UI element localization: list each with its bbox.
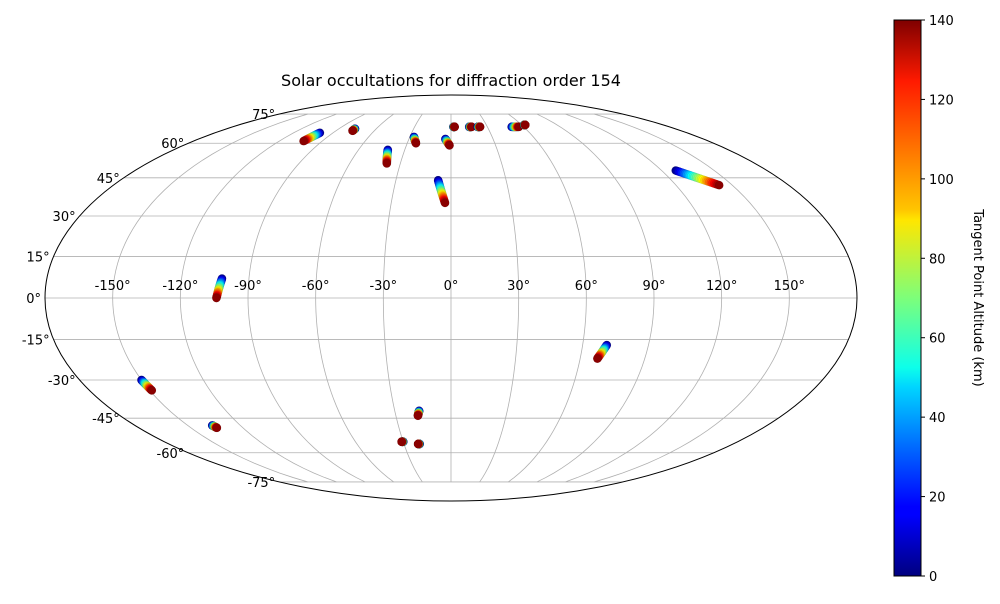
occultation-point — [440, 198, 450, 208]
lat-tick-label: -30° — [48, 374, 76, 389]
lat-tick-label: -75° — [247, 476, 275, 491]
occultation-track — [348, 124, 360, 136]
occultation-track — [299, 128, 325, 146]
occultation-point — [299, 136, 308, 146]
lon-tick-label: 90° — [642, 279, 665, 294]
occultation-track — [413, 406, 424, 421]
occultation-track — [409, 132, 421, 148]
lat-tick-label: -60° — [157, 447, 185, 462]
lon-tick-label: 30° — [507, 279, 530, 294]
lon-tick-label: -150° — [95, 279, 131, 294]
colorbar-tick-label: 0 — [929, 570, 937, 585]
occultation-track — [212, 274, 227, 303]
occultation-track — [433, 175, 450, 208]
occultation-point — [212, 293, 221, 303]
occultation-track — [397, 437, 408, 447]
occultation-point — [397, 437, 407, 447]
occultation-point — [520, 120, 530, 130]
occultation-point — [445, 140, 454, 150]
colorbar-tick-label: 20 — [929, 491, 946, 506]
colorbar — [893, 19, 922, 577]
occultation-point — [475, 122, 485, 132]
occultation-track — [413, 439, 425, 449]
occultation-track — [464, 122, 477, 132]
lon-tick-label: 0° — [444, 279, 459, 294]
occultation-track — [207, 421, 222, 433]
colorbar-tick-label: 60 — [929, 332, 946, 347]
lon-tick-label: -60° — [302, 279, 330, 294]
occultation-track — [440, 134, 454, 150]
occultation-point — [348, 126, 357, 136]
lon-tick-label: 120° — [706, 279, 737, 294]
occultation-track — [473, 122, 485, 132]
lon-tick-label: -90° — [234, 279, 262, 294]
occultation-track — [449, 122, 460, 132]
occultation-track — [592, 340, 612, 364]
colorbar-tick-label: 80 — [929, 252, 946, 267]
colorbar-tick-label: 140 — [929, 14, 954, 29]
lat-tick-label: -45° — [92, 412, 120, 427]
map-tick-labels: -150° -120° -90° -60° -30° 0° 30° 60° 90° 120° 150… — [22, 108, 805, 491]
colorbar-tick-label: 120 — [929, 93, 954, 108]
colorbar-ticks: 0 20 40 60 80 100 120 140 — [921, 14, 954, 585]
occultation-point — [592, 354, 602, 364]
lon-tick-label: -120° — [162, 279, 198, 294]
lat-tick-label: 0° — [26, 292, 41, 307]
map-boundary — [44, 94, 858, 502]
occultation-point — [714, 180, 724, 190]
occultation-point — [450, 122, 460, 132]
occultation-point — [212, 423, 222, 433]
lon-tick-label: 150° — [774, 279, 805, 294]
occultation-point — [411, 138, 421, 148]
occultation-point — [147, 386, 157, 395]
lat-tick-label: 75° — [252, 108, 275, 123]
map-grid — [45, 113, 857, 483]
occultation-point — [413, 439, 423, 449]
colorbar-tick-label: 40 — [929, 411, 946, 426]
occultation-point — [413, 411, 423, 421]
occultation-track — [137, 375, 157, 395]
lon-tick-label: -30° — [369, 279, 397, 294]
colorbar-label: Tangent Point Altitude (km) — [970, 208, 985, 386]
colorbar-tick-label: 100 — [929, 173, 954, 188]
occultation-track — [507, 122, 524, 132]
lat-tick-label: 30° — [53, 210, 76, 225]
lat-tick-label: -15° — [22, 334, 50, 349]
occultation-track — [671, 166, 724, 190]
occultation-point — [382, 159, 392, 168]
lat-tick-label: 60° — [161, 137, 184, 152]
lat-tick-label: 45° — [97, 172, 120, 187]
lat-tick-label: 15° — [27, 250, 50, 265]
occultation-track — [382, 145, 393, 168]
occultation-track — [519, 120, 530, 130]
lon-tick-label: 60° — [575, 279, 598, 294]
occultation-points — [137, 120, 724, 449]
chart-title: Solar occultations for diffraction order… — [281, 71, 621, 90]
